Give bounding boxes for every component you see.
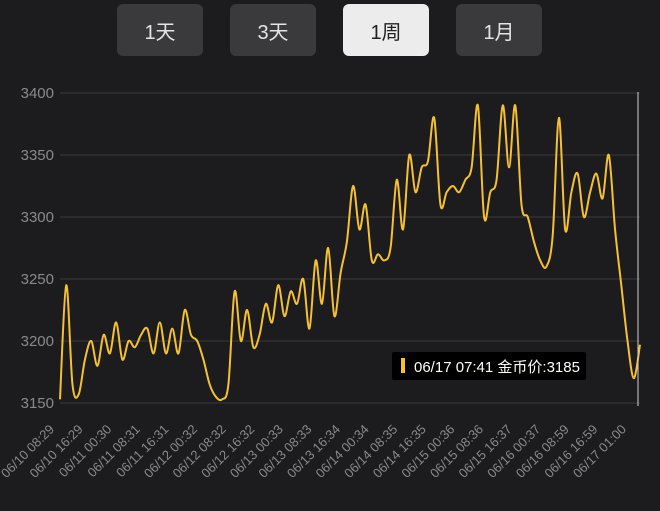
- y-tick-label: 3350: [21, 147, 54, 164]
- tooltip: 06/17 07:41 金币价:3185: [392, 352, 586, 380]
- y-tick-label: 3300: [21, 209, 54, 226]
- tab-1-week[interactable]: 1周: [343, 4, 429, 56]
- tab-1-day[interactable]: 1天: [117, 4, 203, 56]
- y-tick-label: 3150: [21, 395, 54, 412]
- tooltip-box: [392, 352, 586, 380]
- tab-3-day[interactable]: 3天: [230, 4, 316, 56]
- timeframe-tabs: 1天 3天 1周 1月: [0, 0, 660, 60]
- y-tick-label: 3250: [21, 271, 54, 288]
- tab-1-month[interactable]: 1月: [456, 4, 542, 56]
- tooltip-marker: [401, 358, 405, 373]
- y-tick-label: 3400: [21, 85, 54, 102]
- y-axis-ticks: 3150 3200 3250 3300 3350 3400: [21, 85, 54, 412]
- y-tick-label: 3200: [21, 333, 54, 350]
- tooltip-text: 06/17 07:41 金币价:3185: [414, 359, 580, 376]
- price-series: [59, 103, 641, 402]
- grid-lines: [60, 92, 640, 404]
